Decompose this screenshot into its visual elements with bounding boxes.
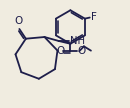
Text: O: O [57, 46, 65, 56]
Text: NH: NH [70, 36, 85, 46]
Text: F: F [91, 12, 97, 22]
Text: O: O [78, 46, 86, 56]
Text: O: O [15, 16, 23, 26]
